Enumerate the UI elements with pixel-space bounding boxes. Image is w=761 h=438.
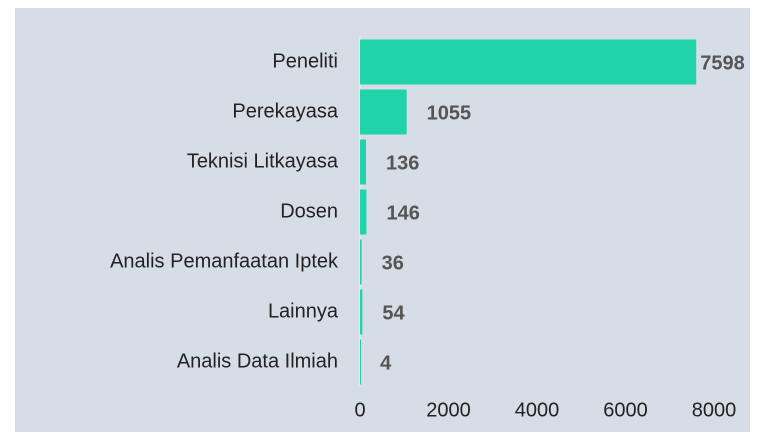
x-tick-label: 8000 — [692, 399, 737, 421]
x-tick-label: 6000 — [603, 399, 648, 421]
bar — [360, 139, 367, 185]
bar — [360, 189, 367, 235]
bar — [360, 89, 407, 135]
value-label: 146 — [386, 202, 419, 224]
y-tick-label: Teknisi Litkayasa — [187, 150, 339, 172]
value-label: 7598 — [700, 52, 745, 74]
x-tick-label: 2000 — [426, 399, 471, 421]
y-tick-label: Analis Data Ilmiah — [177, 350, 338, 372]
bar — [360, 39, 697, 85]
value-label: 36 — [382, 252, 404, 274]
x-tick-label: 4000 — [515, 399, 560, 421]
y-tick-label: Dosen — [280, 200, 338, 222]
y-tick-label: Perekayasa — [232, 100, 338, 122]
y-tick-label: Analis Pemanfaatan Iptek — [110, 250, 339, 272]
value-label: 54 — [382, 302, 405, 324]
value-label: 136 — [386, 152, 419, 174]
y-tick-label: Lainnya — [268, 300, 339, 322]
y-tick-label: Peneliti — [272, 50, 338, 72]
bar — [360, 239, 362, 285]
value-label: 1055 — [427, 102, 472, 124]
bar — [360, 339, 361, 385]
bar — [360, 289, 363, 335]
x-tick-label: 0 — [354, 399, 365, 421]
value-label: 4 — [380, 352, 392, 374]
